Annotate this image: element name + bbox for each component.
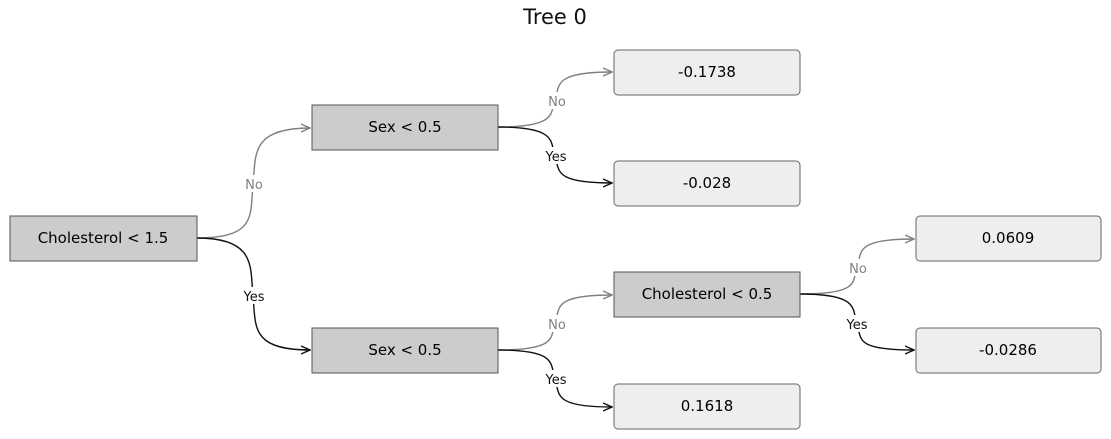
edge-labels: No Yes No Yes No Yes No Yes xyxy=(240,92,871,388)
leaf-node: -0.1738 xyxy=(613,49,801,96)
upper-split-label: Sex < 0.5 xyxy=(368,118,441,136)
edge-label-no: No xyxy=(245,178,263,193)
leaf-node: 0.0609 xyxy=(915,215,1102,262)
edge-label-yes: Yes xyxy=(243,290,265,305)
leaf-value: -0.1738 xyxy=(678,63,736,81)
leaf-node: -0.0286 xyxy=(915,327,1102,374)
leaf-node: 0.1618 xyxy=(613,383,801,430)
leaf-value: 0.0609 xyxy=(982,229,1035,247)
lower-split-node: Sex < 0.5 xyxy=(311,327,499,374)
root-node: Cholesterol < 1.5 xyxy=(9,215,198,262)
edge-label-no: No xyxy=(548,318,566,333)
edge-label-yes: Yes xyxy=(545,373,567,388)
leaf-node: -0.028 xyxy=(613,160,801,207)
leaf-value: 0.1618 xyxy=(681,397,734,415)
mid-split-node: Cholesterol < 0.5 xyxy=(613,271,801,318)
root-node-label: Cholesterol < 1.5 xyxy=(38,229,169,247)
diagram-title: Tree 0 xyxy=(522,5,587,29)
edge-label-no: No xyxy=(548,95,566,110)
edge-label-yes: Yes xyxy=(846,318,868,333)
upper-split-node: Sex < 0.5 xyxy=(311,104,499,151)
leaf-value: -0.028 xyxy=(683,174,731,192)
leaf-value: -0.0286 xyxy=(979,341,1037,359)
edges xyxy=(196,72,914,407)
edge-label-yes: Yes xyxy=(545,150,567,165)
edge-label-no: No xyxy=(849,262,867,277)
mid-split-label: Cholesterol < 0.5 xyxy=(642,285,773,303)
lower-split-label: Sex < 0.5 xyxy=(368,341,441,359)
